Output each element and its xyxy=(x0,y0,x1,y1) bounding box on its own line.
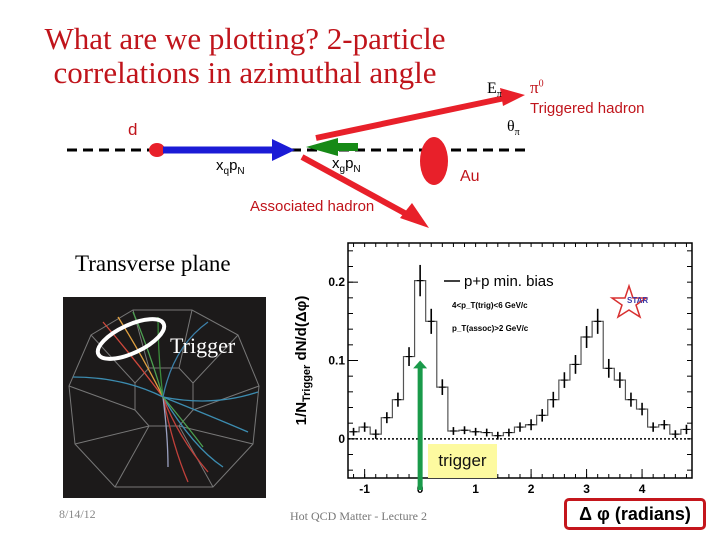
slide-title: What are we plotting? 2-particle correla… xyxy=(20,22,470,90)
svg-text:3: 3 xyxy=(583,482,590,496)
x-axis-label: Δ φ (radians) xyxy=(564,498,706,530)
svg-text:1: 1 xyxy=(472,482,479,496)
gluon-arrow-icon xyxy=(306,138,338,156)
quark-arrow-icon xyxy=(272,139,295,161)
title-line-1: What are we plotting? 2-particle xyxy=(44,21,446,56)
triggered-hadron-label: Triggered hadron xyxy=(530,100,645,117)
trigger-ellipse-icon xyxy=(95,317,167,361)
svg-text:0.1: 0.1 xyxy=(328,354,345,368)
svg-text:4: 4 xyxy=(639,482,646,496)
svg-text:0: 0 xyxy=(338,432,345,446)
svg-text:2: 2 xyxy=(528,482,535,496)
collision-diagram xyxy=(67,88,530,228)
theta-pi-label: θπ xyxy=(507,118,520,139)
deuteron-icon xyxy=(149,143,165,157)
trigger-annotation: trigger xyxy=(428,444,497,478)
correlation-chart: -10123400.10.21/NTrigger dN/d(Δφ)p+p min… xyxy=(293,242,693,496)
svg-text:4<p_T(trig)<6 GeV/c: 4<p_T(trig)<6 GeV/c xyxy=(452,301,528,310)
gold-nucleus-icon xyxy=(420,137,448,185)
trigger-label: Trigger xyxy=(170,333,236,358)
title-line-2: correlations in azimuthal angle xyxy=(53,55,437,90)
associated-hadron-arrow-icon xyxy=(400,203,429,228)
triggered-hadron-arrow-icon xyxy=(500,88,525,106)
svg-text:-1: -1 xyxy=(359,482,370,496)
svg-text:p+p min. bias: p+p min. bias xyxy=(464,273,554,290)
event-display-image xyxy=(63,297,266,498)
svg-text:0.2: 0.2 xyxy=(328,275,345,289)
svg-text:p_T(assoc)>2 GeV/c: p_T(assoc)>2 GeV/c xyxy=(452,324,529,333)
svg-text:1/NTrigger dN/d(Δφ): 1/NTrigger dN/d(Δφ) xyxy=(293,296,313,426)
pi0-label: π0 xyxy=(530,78,544,97)
trigger-arrow-icon xyxy=(413,360,428,369)
associated-hadron-label: Associated hadron xyxy=(250,198,375,215)
xg-pn-label: xgpN xyxy=(332,155,361,175)
svg-text:STAR: STAR xyxy=(627,296,648,305)
star-logo-icon xyxy=(609,283,649,319)
energy-pi-label: Eπ xyxy=(487,80,502,101)
gold-label: Au xyxy=(460,168,480,185)
transverse-plane-label: Transverse plane xyxy=(75,251,231,276)
footer-date: 8/14/12 xyxy=(59,507,96,521)
deuteron-label: d xyxy=(128,120,138,139)
xq-pn-label: xqpN xyxy=(216,157,245,177)
footer-center: Hot QCD Matter - Lecture 2 xyxy=(290,509,427,523)
